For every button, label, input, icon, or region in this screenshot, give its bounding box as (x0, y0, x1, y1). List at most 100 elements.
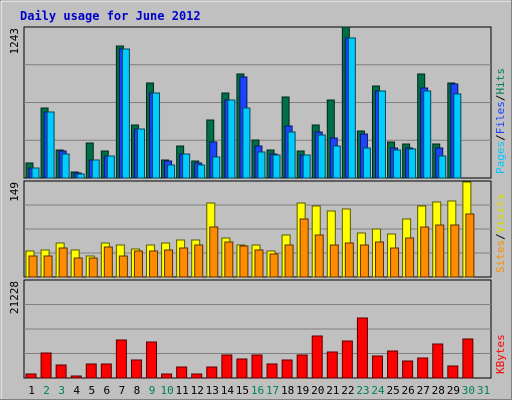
bar-sites-day-20 (314, 234, 324, 278)
bar-pages-day-27 (423, 90, 432, 179)
bar-sites-day-14 (224, 241, 234, 278)
bar-pages-day-28 (438, 155, 447, 179)
bar-pages-day-14 (227, 99, 236, 179)
x-tick-label: 5 (88, 384, 95, 397)
bar-kbytes-day-8 (130, 359, 142, 379)
bar-pages-day-29 (453, 93, 462, 179)
bar-pages-day-19 (302, 154, 311, 179)
x-tick-label: 22 (341, 384, 354, 397)
x-tick-label: 18 (281, 384, 294, 397)
bar-pages-day-13 (212, 156, 221, 179)
bar-sites-day-25 (390, 247, 400, 278)
bar-pages-day-18 (287, 131, 296, 179)
x-tick-label: 15 (236, 384, 249, 397)
bar-kbytes-day-24 (371, 355, 383, 379)
bar-kbytes-day-26 (402, 360, 414, 379)
bar-kbytes-day-27 (417, 357, 429, 379)
bar-kbytes-day-7 (115, 339, 127, 379)
x-tick-label: 16 (251, 384, 264, 397)
bar-kbytes-day-5 (85, 363, 97, 379)
bar-pages-day-20 (317, 134, 326, 179)
legend-visits: Visits (494, 194, 507, 234)
bar-sites-day-7 (118, 255, 128, 278)
bar-sites-day-27 (420, 226, 430, 278)
bar-pages-day-26 (408, 148, 417, 179)
legend-sites: Sites (494, 240, 507, 273)
bar-pages-day-6 (106, 155, 115, 179)
x-tick-label: 30 (462, 384, 475, 397)
bar-kbytes-day-13 (206, 366, 218, 379)
chart-title: Daily usage for June 2012 (20, 9, 201, 23)
panel-visits-sites: 149 Sites/Visits (8, 180, 507, 278)
legend-hits: Hits (494, 68, 507, 95)
bar-kbytes-day-6 (100, 363, 112, 379)
bar-kbytes-day-10 (161, 373, 173, 379)
bar-kbytes-day-14 (221, 354, 233, 379)
legend: KBytes (494, 334, 507, 374)
bar-sites-day-21 (329, 244, 339, 278)
bar-sites-day-29 (450, 224, 460, 278)
bar-sites-day-1 (28, 255, 38, 278)
bar-pages-day-22 (347, 37, 356, 179)
bar-kbytes-day-29 (447, 365, 459, 379)
bar-sites-day-3 (58, 247, 68, 278)
bar-kbytes-day-1 (25, 373, 37, 379)
bar-sites-day-18 (284, 244, 294, 278)
x-tick-label: 20 (311, 384, 324, 397)
x-tick-label: 29 (447, 384, 460, 397)
x-tick-label: 25 (386, 384, 399, 397)
x-tick-label: 3 (58, 384, 65, 397)
bar-sites-day-11 (179, 247, 189, 278)
bar-sites-day-15 (239, 245, 249, 278)
x-tick-label: 8 (134, 384, 141, 397)
legend-separator: / (494, 233, 507, 240)
bar-sites-day-12 (194, 244, 204, 278)
x-tick-label: 19 (296, 384, 309, 397)
bar-sites-day-17 (269, 253, 279, 278)
x-tick-label: 2 (43, 384, 50, 397)
bar-kbytes-day-21 (326, 351, 338, 379)
x-tick-label: 12 (191, 384, 204, 397)
bar-pages-day-8 (136, 128, 145, 179)
x-tick-label: 11 (176, 384, 189, 397)
bar-sites-day-23 (359, 244, 369, 278)
bar-pages-day-4 (76, 173, 85, 179)
bar-pages-day-24 (377, 90, 386, 179)
bar-pages-day-25 (393, 149, 402, 179)
x-tick-label: 1 (28, 384, 35, 397)
bar-kbytes-day-16 (251, 354, 263, 379)
bar-sites-day-22 (344, 242, 354, 278)
bar-kbytes-day-12 (191, 373, 203, 379)
bar-kbytes-day-25 (387, 350, 399, 379)
x-tick-label: 14 (221, 384, 235, 397)
legend-separator: / (494, 134, 507, 141)
bar-kbytes-day-28 (432, 343, 444, 379)
x-tick-label: 26 (402, 384, 415, 397)
bar-kbytes-day-2 (40, 352, 52, 379)
bar-pages-day-11 (182, 153, 191, 179)
bar-sites-day-8 (133, 250, 143, 278)
bar-kbytes-day-18 (281, 359, 293, 379)
bar-kbytes-day-15 (236, 358, 248, 379)
bar-pages-day-16 (257, 151, 266, 179)
bar-kbytes-day-4 (70, 375, 82, 379)
x-tick-label: 21 (326, 384, 339, 397)
bar-pages-day-21 (332, 145, 341, 179)
bar-sites-day-13 (209, 226, 219, 278)
bar-kbytes-day-17 (266, 363, 278, 379)
x-tick-label: 13 (206, 384, 219, 397)
x-tick-label: 27 (417, 384, 430, 397)
bar-sites-day-16 (254, 249, 264, 278)
y-max-label: 1243 (8, 28, 21, 55)
x-tick-label: 31 (477, 384, 490, 397)
bar-sites-day-30 (465, 213, 475, 278)
bar-pages-day-10 (167, 164, 176, 179)
x-tick-label: 24 (371, 384, 385, 397)
y-max-label: 149 (8, 182, 21, 202)
x-tick-label: 10 (160, 384, 173, 397)
bar-sites-day-5 (88, 257, 98, 278)
bar-sites-day-26 (405, 237, 415, 278)
bar-pages-day-2 (46, 111, 55, 179)
